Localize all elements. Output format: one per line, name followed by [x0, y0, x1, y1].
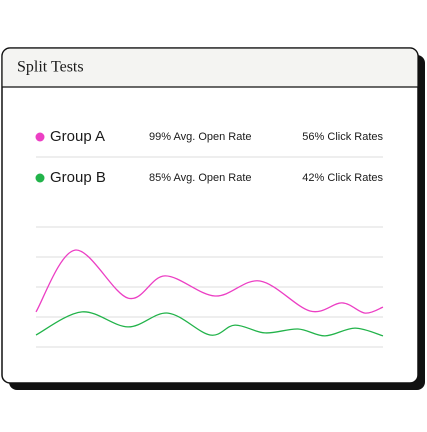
- card: [1, 47, 419, 384]
- group-name: Group A: [50, 128, 105, 145]
- click-rate: 56% Click Rates: [302, 131, 383, 143]
- click-rate: 42% Click Rates: [302, 172, 383, 184]
- open-rate: 99% Avg. Open Rate: [149, 131, 252, 143]
- legend-dot: [35, 132, 45, 142]
- legend-dot: [35, 173, 45, 183]
- card-header: [2, 48, 418, 87]
- series-line: [35, 311, 384, 337]
- series-line: [35, 249, 384, 314]
- group-name: Group B: [50, 169, 106, 186]
- card-title: Split Tests: [17, 59, 84, 76]
- open-rate: 85% Avg. Open Rate: [149, 172, 252, 184]
